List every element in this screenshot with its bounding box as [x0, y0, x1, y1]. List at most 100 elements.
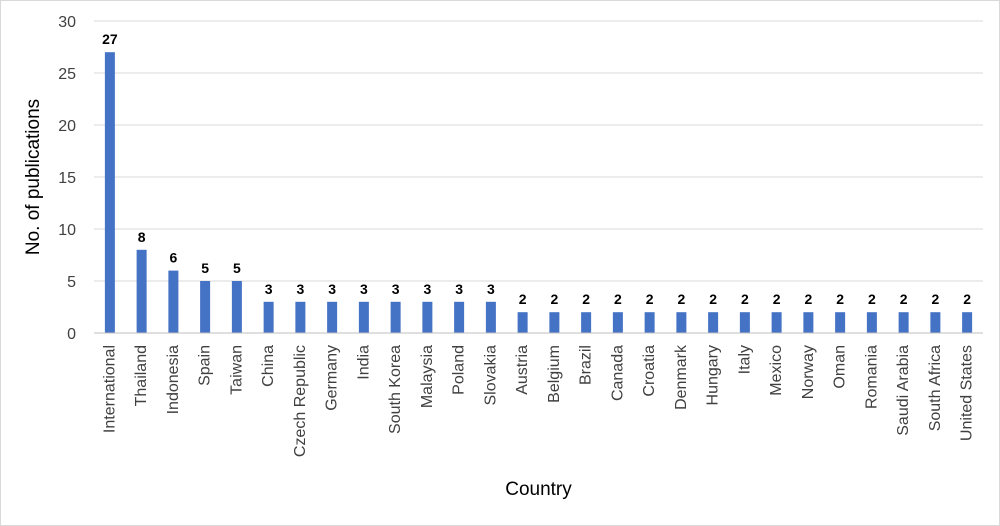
bar-malaysia	[422, 301, 433, 333]
x-tick-label: Norway	[800, 345, 817, 399]
data-label: 5	[233, 260, 241, 276]
x-tick-label: Czech Republic	[292, 345, 309, 457]
x-tick-label: Thailand	[133, 345, 150, 406]
y-tick-label: 25	[58, 66, 76, 83]
x-tick-label: Germany	[324, 345, 341, 411]
x-axis-title: Country	[505, 479, 572, 500]
data-label: 2	[804, 291, 812, 307]
x-tick-label: United States	[959, 345, 976, 441]
bar-hungary	[708, 312, 719, 333]
bar-slovakia	[485, 301, 496, 333]
y-tick-label: 20	[58, 118, 76, 135]
bar-indonesia	[168, 270, 179, 333]
data-label: 2	[900, 291, 908, 307]
x-tick-label: Austria	[514, 345, 531, 395]
x-tick-label: South Africa	[927, 345, 944, 431]
bar-south-africa	[930, 312, 941, 333]
bar-international	[104, 52, 115, 333]
bar-croatia	[644, 312, 655, 333]
bar-austria	[517, 312, 528, 333]
data-label: 2	[519, 291, 527, 307]
y-tick-label: 10	[58, 222, 76, 239]
x-tick-label: Canada	[609, 345, 626, 401]
data-label: 3	[423, 281, 431, 297]
data-label: 2	[868, 291, 876, 307]
x-tick-label: Poland	[451, 345, 468, 395]
bar-oman	[835, 312, 846, 333]
y-tick-label: 5	[67, 274, 76, 291]
data-label: 6	[169, 250, 177, 266]
bar-spain	[200, 281, 211, 333]
bar-italy	[739, 312, 750, 333]
bar-canada	[612, 312, 623, 333]
y-tick-label: 30	[58, 14, 76, 31]
bars	[104, 52, 973, 333]
gridlines	[94, 20, 983, 282]
bar-india	[358, 301, 369, 333]
data-label: 2	[614, 291, 622, 307]
bar-mexico	[771, 312, 782, 333]
data-label: 2	[582, 291, 590, 307]
data-label: 2	[773, 291, 781, 307]
bar-belgium	[549, 312, 560, 333]
x-tick-label: Croatia	[641, 345, 658, 397]
x-tick-label: Slovakia	[482, 345, 499, 406]
data-label: 3	[360, 281, 368, 297]
x-tick-label: Oman	[832, 345, 849, 389]
y-axis-ticks: 0 5 10 15 20 25 30	[58, 14, 76, 343]
bar-united-states	[962, 312, 973, 333]
x-tick-label: China	[260, 345, 277, 387]
bar-brazil	[581, 312, 592, 333]
data-label: 27	[102, 31, 118, 47]
data-label: 2	[550, 291, 558, 307]
x-tick-label: Hungary	[705, 345, 722, 405]
bar-czech-republic	[295, 301, 306, 333]
data-label: 3	[296, 281, 304, 297]
x-axis-ticks: International Thailand Indonesia Spain Taiwa…	[101, 344, 975, 457]
bar-denmark	[676, 312, 687, 333]
x-tick-label: Italy	[736, 345, 753, 374]
x-tick-label: Romania	[863, 345, 880, 409]
y-tick-label: 15	[58, 170, 76, 187]
bar-taiwan	[231, 281, 242, 333]
x-tick-label: Mexico	[768, 345, 785, 396]
bar-romania	[866, 312, 877, 333]
x-tick-label: Taiwan	[228, 345, 245, 395]
x-tick-label: Saudi Arabia	[895, 345, 912, 436]
data-labels: 27 8 6 5 5 3 3 3 3 3 3 3 3 2 2 2 2 2 2 2 2 2 2 2 2 2 2 2	[102, 31, 971, 307]
data-label: 8	[138, 229, 146, 245]
bar-china	[263, 301, 274, 333]
data-label: 3	[487, 281, 495, 297]
data-label: 3	[265, 281, 273, 297]
bar-saudi-arabia	[898, 312, 909, 333]
bar-poland	[454, 301, 465, 333]
data-label: 2	[677, 291, 685, 307]
data-label: 3	[392, 281, 400, 297]
bar-norway	[803, 312, 814, 333]
data-label: 2	[931, 291, 939, 307]
x-tick-label: India	[355, 345, 372, 380]
x-tick-label: Malaysia	[419, 345, 436, 408]
x-tick-label: Indonesia	[165, 345, 182, 414]
x-tick-label: International	[101, 345, 118, 433]
x-tick-label: Belgium	[546, 345, 563, 403]
bar-south-korea	[390, 301, 401, 333]
data-label: 2	[963, 291, 971, 307]
x-tick-label: Spain	[197, 345, 214, 386]
y-axis-title: No. of publications	[23, 99, 44, 255]
x-tick-label: Denmark	[673, 344, 690, 410]
data-label: 3	[455, 281, 463, 297]
data-label: 2	[836, 291, 844, 307]
bar-germany	[327, 301, 338, 333]
data-label: 2	[709, 291, 717, 307]
x-tick-label: South Korea	[387, 345, 404, 434]
data-label: 2	[646, 291, 654, 307]
x-tick-label: Brazil	[578, 345, 595, 385]
y-tick-label: 0	[67, 326, 76, 343]
data-label: 5	[201, 260, 209, 276]
data-label: 3	[328, 281, 336, 297]
bar-thailand	[136, 249, 147, 333]
data-label: 2	[741, 291, 749, 307]
